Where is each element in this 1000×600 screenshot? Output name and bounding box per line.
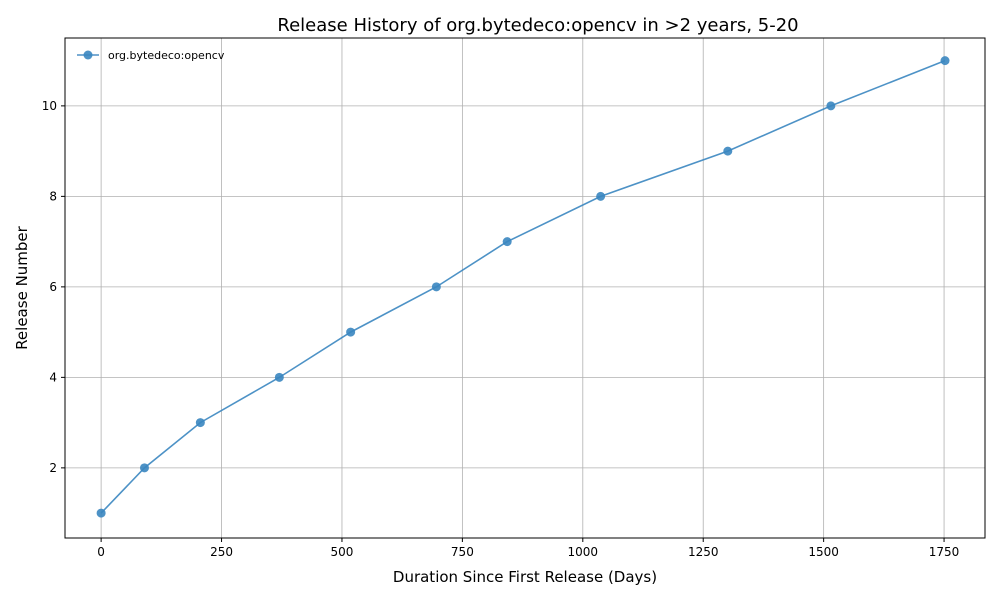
y-tick-label: 6 [49, 280, 57, 294]
data-point [502, 237, 512, 247]
legend-marker [83, 50, 93, 60]
x-tick-label: 1750 [929, 545, 960, 559]
x-tick-label: 750 [451, 545, 474, 559]
x-axis-label: Duration Since First Release (Days) [393, 568, 657, 586]
data-point [346, 327, 356, 337]
x-tick-label: 1000 [568, 545, 599, 559]
data-point [139, 463, 149, 473]
data-point [723, 146, 733, 156]
data-point [274, 372, 284, 382]
chart-title: Release History of org.bytedeco:opencv i… [277, 15, 798, 36]
data-point [940, 56, 950, 66]
x-tick-label: 1250 [688, 545, 719, 559]
data-point [195, 418, 205, 428]
x-tick-label: 0 [97, 545, 105, 559]
x-tick-label: 250 [210, 545, 233, 559]
x-axis-ticks: 0 250 500 750 1000 1250 1500 1750 [97, 538, 959, 559]
series-layer [96, 56, 950, 518]
y-axis-ticks: 2 4 6 8 10 [42, 99, 65, 475]
x-tick-label: 500 [331, 545, 354, 559]
plot-area-frame [64, 37, 986, 539]
data-point [826, 101, 836, 111]
data-point [96, 508, 106, 518]
y-tick-label: 8 [49, 189, 57, 203]
legend-entry: org.bytedeco:opencv [108, 49, 225, 62]
y-tick-label: 10 [42, 99, 57, 113]
x-tick-label: 1500 [808, 545, 839, 559]
legend: org.bytedeco:opencv [77, 49, 225, 62]
grid [65, 38, 985, 538]
data-point [596, 191, 606, 201]
y-axis-label: Release Number [13, 225, 31, 349]
y-tick-label: 2 [49, 461, 57, 475]
y-tick-label: 4 [49, 370, 57, 384]
data-point [431, 282, 441, 292]
